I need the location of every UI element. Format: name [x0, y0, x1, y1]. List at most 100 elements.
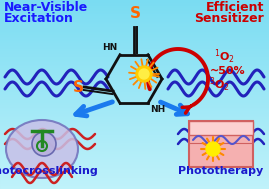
- Bar: [0, 91, 269, 92]
- Bar: [0, 115, 269, 116]
- Bar: [0, 4, 269, 5]
- Bar: [0, 23, 269, 24]
- Bar: [0, 178, 269, 179]
- Bar: [0, 14, 269, 15]
- Bar: [0, 101, 269, 102]
- Bar: [0, 76, 269, 77]
- Bar: [0, 21, 269, 22]
- Bar: [0, 149, 269, 150]
- Bar: [0, 119, 269, 120]
- Bar: [0, 143, 269, 144]
- Bar: [0, 172, 269, 173]
- Bar: [0, 133, 269, 134]
- Bar: [0, 111, 269, 112]
- Bar: [0, 177, 269, 178]
- Text: HN: HN: [102, 43, 117, 52]
- Bar: [0, 157, 269, 158]
- Text: S: S: [129, 6, 140, 21]
- Bar: [0, 148, 269, 149]
- Bar: [0, 123, 269, 124]
- Text: Efficient: Efficient: [206, 1, 264, 14]
- Bar: [0, 142, 269, 143]
- Bar: [0, 94, 269, 95]
- Bar: [0, 171, 269, 172]
- Bar: [0, 179, 269, 180]
- Bar: [0, 125, 269, 126]
- Bar: [0, 0, 269, 1]
- Bar: [0, 85, 269, 86]
- Bar: [0, 144, 269, 145]
- Bar: [0, 80, 269, 81]
- Bar: [0, 20, 269, 21]
- Bar: [0, 145, 269, 146]
- Bar: [0, 49, 269, 50]
- Bar: [0, 167, 269, 168]
- Bar: [0, 106, 269, 107]
- Text: NH: NH: [150, 105, 165, 114]
- Bar: [0, 44, 269, 45]
- Bar: [0, 87, 269, 88]
- Bar: [0, 1, 269, 2]
- Bar: [0, 52, 269, 53]
- Bar: [0, 83, 269, 84]
- Bar: [0, 158, 269, 159]
- Text: S: S: [73, 80, 83, 94]
- Bar: [0, 31, 269, 32]
- Bar: [0, 27, 269, 28]
- Bar: [0, 104, 269, 105]
- Bar: [0, 99, 269, 100]
- Bar: [0, 78, 269, 79]
- Circle shape: [136, 66, 152, 82]
- Bar: [0, 53, 269, 54]
- Bar: [0, 146, 269, 147]
- Bar: [0, 92, 269, 93]
- Bar: [0, 130, 269, 131]
- Bar: [0, 72, 269, 73]
- Bar: [0, 38, 269, 39]
- Bar: [0, 16, 269, 17]
- Text: ~50%: ~50%: [210, 66, 246, 76]
- Bar: [0, 122, 269, 123]
- Bar: [0, 63, 269, 64]
- Bar: [0, 153, 269, 154]
- Bar: [0, 41, 269, 42]
- Bar: [0, 120, 269, 121]
- Bar: [0, 136, 269, 137]
- Bar: [0, 29, 269, 30]
- Bar: [0, 105, 269, 106]
- Bar: [0, 19, 269, 20]
- Bar: [0, 10, 269, 11]
- Bar: [0, 140, 269, 141]
- Bar: [0, 129, 269, 130]
- Bar: [0, 42, 269, 43]
- Bar: [0, 66, 269, 67]
- Bar: [0, 3, 269, 4]
- Bar: [0, 12, 269, 13]
- Bar: [0, 70, 269, 71]
- Bar: [0, 108, 269, 109]
- Bar: [0, 5, 269, 6]
- Bar: [0, 174, 269, 175]
- Bar: [0, 77, 269, 78]
- Bar: [0, 34, 269, 35]
- Bar: [0, 37, 269, 38]
- Bar: [0, 137, 269, 138]
- Bar: [0, 22, 269, 23]
- Bar: [0, 183, 269, 184]
- Bar: [0, 176, 269, 177]
- Bar: [0, 75, 269, 76]
- Bar: [0, 69, 269, 70]
- Bar: [0, 96, 269, 97]
- Bar: [0, 156, 269, 157]
- Bar: [0, 36, 269, 37]
- Bar: [0, 118, 269, 119]
- Bar: [0, 151, 269, 152]
- Bar: [0, 169, 269, 170]
- Bar: [0, 25, 269, 26]
- Bar: [0, 168, 269, 169]
- Bar: [0, 188, 269, 189]
- Bar: [0, 79, 269, 80]
- Bar: [0, 93, 269, 94]
- Bar: [0, 107, 269, 108]
- Bar: [0, 2, 269, 3]
